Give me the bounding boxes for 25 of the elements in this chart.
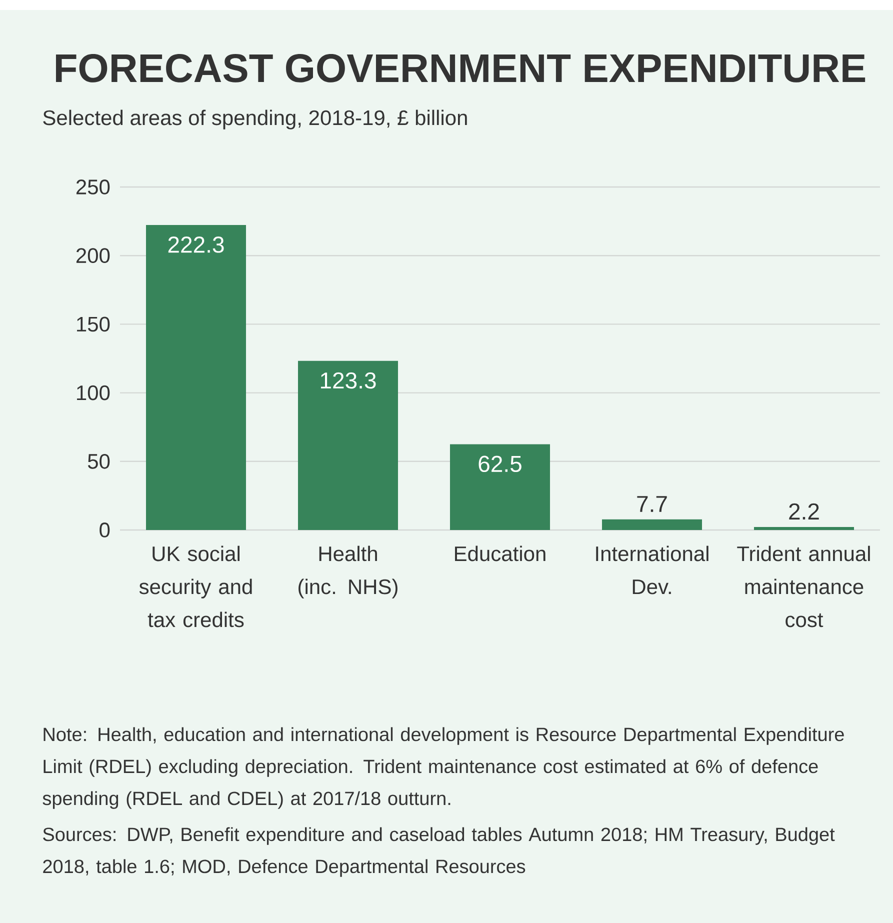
y-tick-label: 100	[77, 385, 110, 400]
source-note: Sources: DWP, Benefit expenditure and caseload tables Autumn 2018; HM Treasury, Budget 2018, table 1.6; MOD, Defence Departmental Resources	[43, 827, 835, 877]
y-tick-label: 50	[88, 454, 110, 469]
bar	[602, 519, 702, 530]
data-label: 123.3	[320, 372, 376, 389]
data-label: 7.7	[637, 496, 667, 512]
x-tick-label: International Dev.	[596, 546, 708, 594]
bar	[146, 225, 246, 530]
chart-title: FORECAST GOVERNMENT EXPENDITURE	[56, 54, 866, 82]
y-tick-label: 250	[76, 180, 110, 194]
data-label: 222.3	[168, 236, 224, 253]
chart-subtitle: Selected areas of spending, 2018-19, £ billion	[43, 110, 467, 130]
bar	[298, 360, 398, 530]
bar	[450, 444, 550, 530]
x-tick-label: Health (inc. NHS)	[298, 546, 398, 598]
data-label: 62.5	[478, 456, 522, 472]
y-tick-label: 200	[76, 248, 110, 264]
bar	[754, 526, 854, 530]
x-tick-label: UK social security and tax credits	[139, 546, 252, 628]
y-tick-label: 150	[77, 316, 110, 332]
x-tick-label: Education	[455, 546, 546, 562]
data-label: 2.2	[789, 503, 819, 520]
y-tick-label: 0	[100, 522, 110, 538]
text: Note: Health, education and international development is Resource Departmental Expenditure Limit (RDEL) excluding depreciation. Trident maintenance cost estimated at 6% of defence spending (RDEL and CDEL) at 2017/18 outturn.	[42, 727, 844, 809]
x-tick-label: Trident annual maintenance cost	[737, 546, 870, 628]
